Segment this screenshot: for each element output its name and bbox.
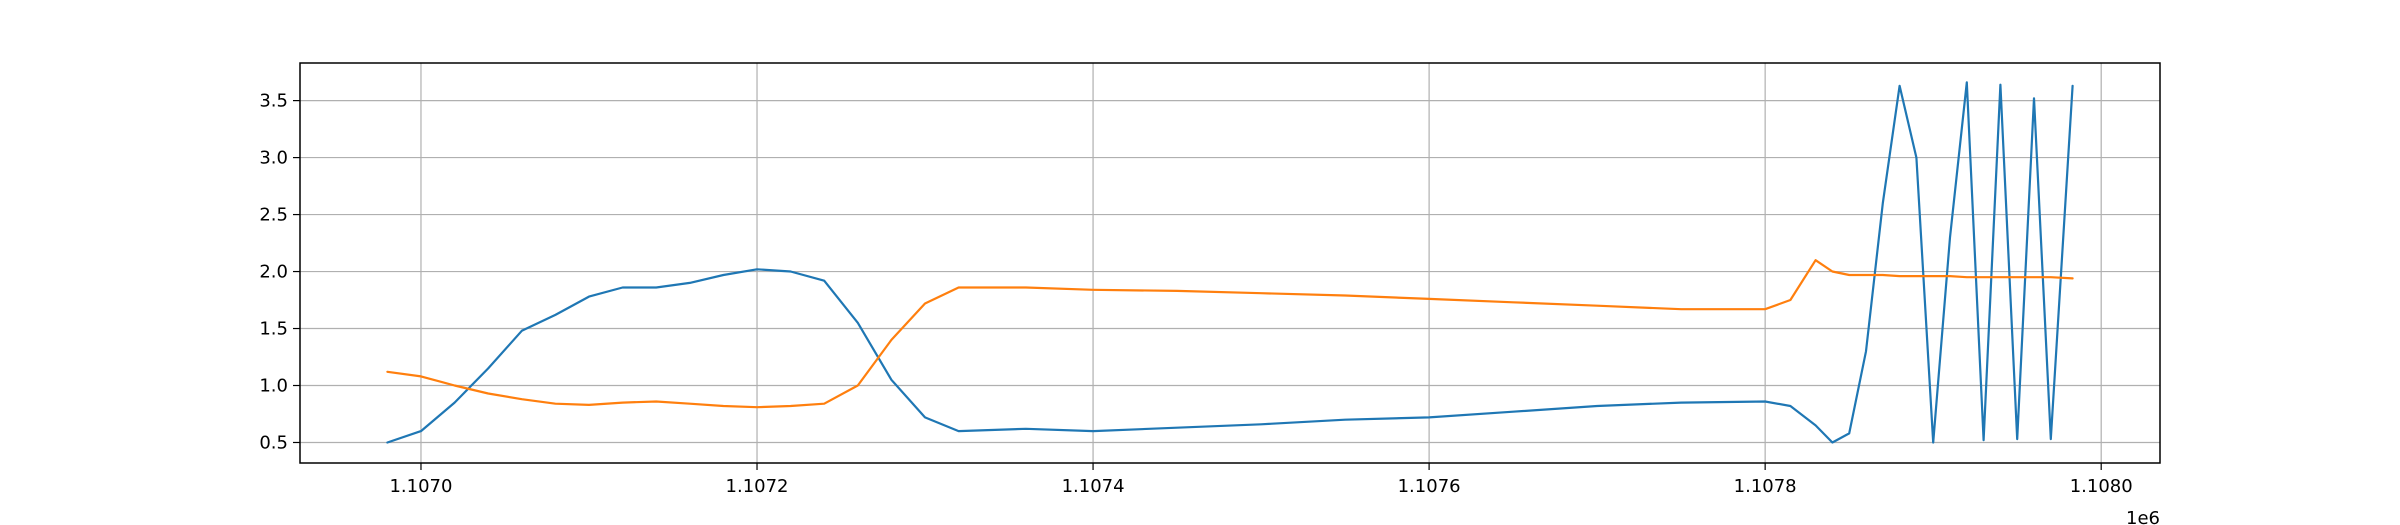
series-line-2 — [386, 259, 2074, 409]
x-tick-label: 1.1078 — [1734, 476, 1797, 497]
y-tick-label: 1.0 — [259, 376, 288, 397]
x-tick-label: 1.1076 — [1398, 476, 1461, 497]
y-tick-label: 2.0 — [259, 262, 288, 283]
x-axis-offset-label: 1e6 — [2126, 508, 2160, 525]
x-tick-label: 1.1072 — [726, 476, 789, 497]
x-tick-label: 1.1074 — [1062, 476, 1125, 497]
x-tick-label: 1.1070 — [389, 476, 452, 497]
plot-area — [300, 63, 2160, 463]
axis-ticks: 1.1070 1.1072 1.1074 1.1076 1.1078 1.1080 0.5 1… — [259, 91, 2132, 497]
axes-frame — [299, 62, 2161, 464]
y-tick-label: 3.5 — [259, 91, 288, 112]
series-lines — [386, 81, 2074, 444]
y-tick-label: 2.5 — [259, 205, 288, 226]
grid-lines — [300, 63, 2160, 463]
y-tick-label: 0.5 — [259, 432, 288, 453]
y-tick-label: 3.0 — [259, 148, 288, 169]
y-tick-label: 1.5 — [259, 319, 288, 340]
x-tick-label: 1.1080 — [2070, 476, 2133, 497]
series-line-1 — [386, 81, 2074, 444]
